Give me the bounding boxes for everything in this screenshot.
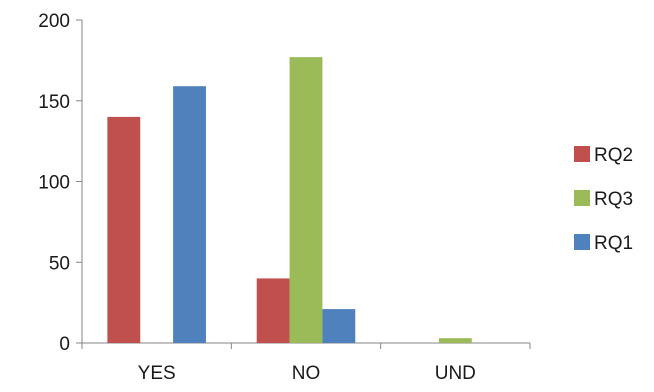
x-tick-label: NO bbox=[292, 363, 321, 384]
bar-rq2-yes bbox=[107, 116, 141, 344]
x-tick-label: UND bbox=[435, 363, 476, 384]
legend-swatch-rq3 bbox=[574, 190, 590, 206]
legend-swatch-rq1 bbox=[574, 234, 590, 250]
x-tick-label: YES bbox=[138, 363, 176, 384]
legend-label-rq1: RQ1 bbox=[594, 233, 633, 254]
legend-label-rq2: RQ2 bbox=[594, 145, 633, 166]
y-tick-label: 50 bbox=[49, 253, 70, 274]
y-tick-label: 100 bbox=[38, 173, 70, 194]
bars bbox=[107, 57, 472, 344]
bar-rq1-yes bbox=[173, 86, 206, 343]
y-axis: 0 50 100 150 200 bbox=[38, 11, 83, 355]
y-tick-label: 0 bbox=[59, 334, 70, 355]
bar-rq1-no bbox=[322, 309, 356, 343]
y-tick-label: 200 bbox=[38, 11, 70, 32]
legend: RQ2 RQ3 RQ1 bbox=[574, 145, 633, 254]
bar-rq3-no bbox=[289, 57, 323, 344]
y-tick-label: 150 bbox=[38, 92, 70, 113]
legend-swatch-rq2 bbox=[574, 146, 590, 162]
bar-rq2-no bbox=[256, 278, 290, 343]
x-axis: YES NO UND bbox=[81, 342, 531, 384]
bar-rq3-und bbox=[438, 338, 472, 343]
legend-label-rq3: RQ3 bbox=[594, 189, 633, 210]
